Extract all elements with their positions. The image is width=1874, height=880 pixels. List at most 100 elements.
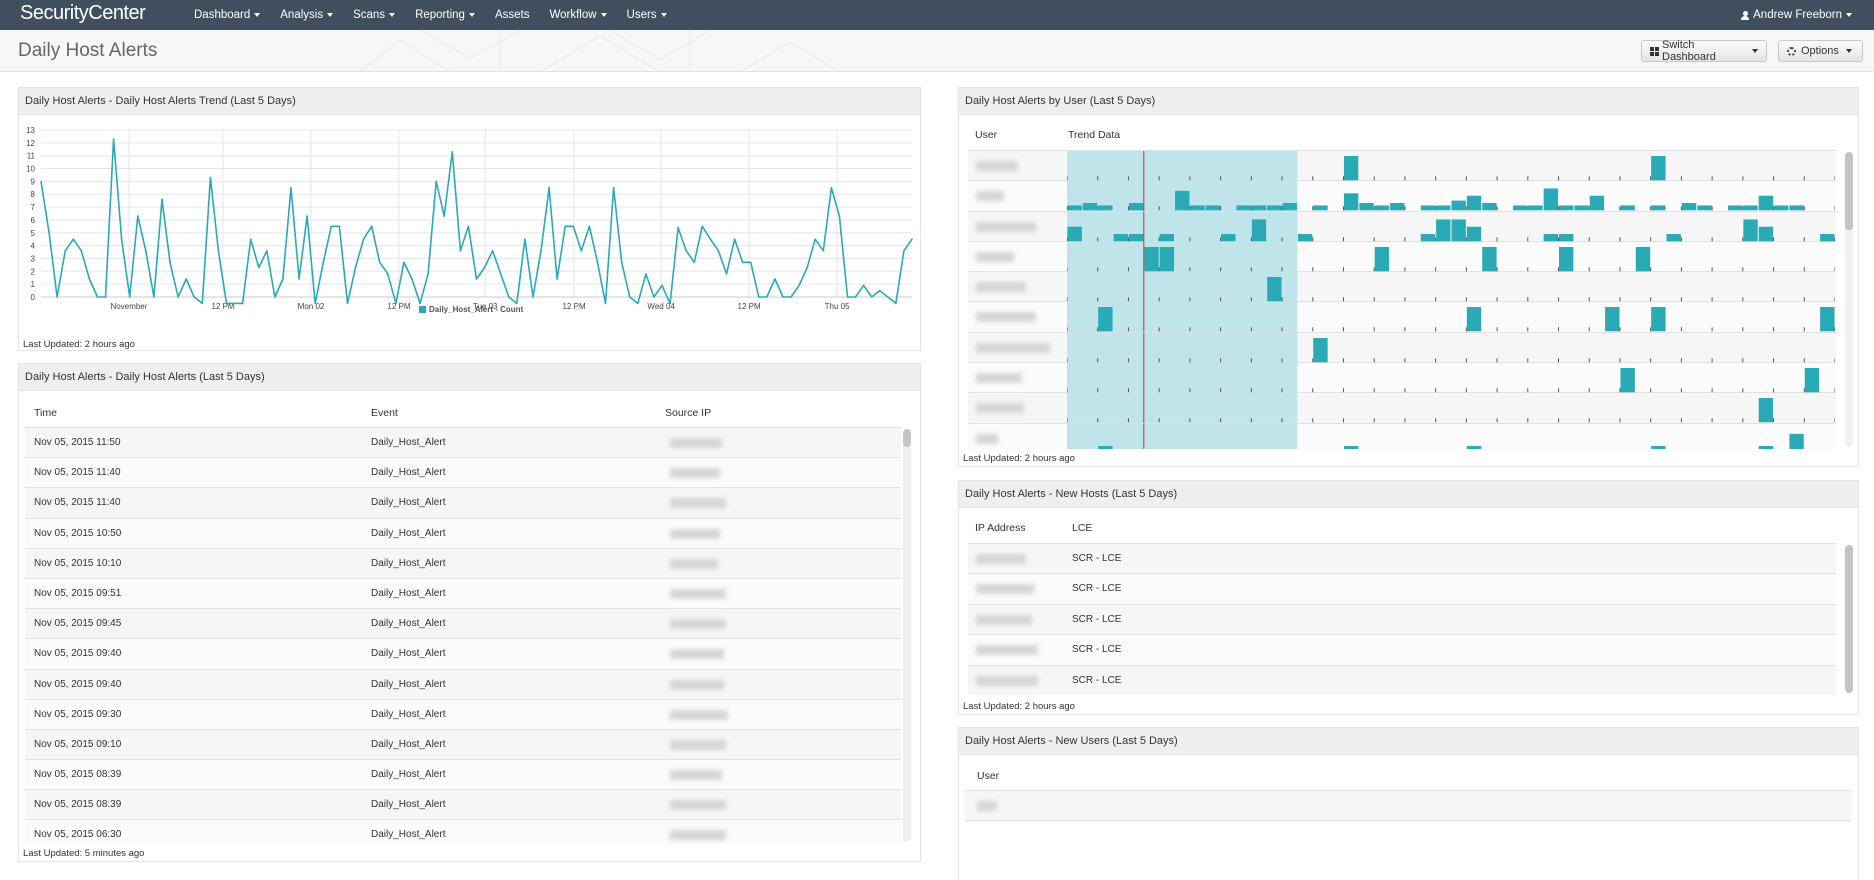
data-point[interactable] — [524, 238, 526, 240]
data-point[interactable] — [427, 273, 429, 275]
app-logo[interactable]: SecurityCenter — [20, 2, 146, 24]
data-point[interactable] — [733, 238, 736, 240]
scrollbar-thumb[interactable] — [1845, 545, 1853, 693]
data-point[interactable] — [56, 296, 58, 298]
data-point[interactable] — [637, 302, 639, 305]
data-point[interactable] — [370, 225, 373, 228]
scrollbar[interactable] — [1845, 152, 1853, 447]
data-point[interactable] — [298, 278, 300, 280]
legend-label[interactable]: Daily_Host_Alert - Count — [429, 305, 524, 314]
data-point[interactable] — [443, 215, 446, 217]
table-row[interactable]: Nov 05, 2015 09:10 Daily_Host_Alert — [25, 729, 901, 761]
scrollbar-thumb[interactable] — [1845, 152, 1853, 230]
data-point[interactable] — [217, 250, 220, 252]
data-point[interactable] — [830, 187, 833, 189]
table-row[interactable] — [968, 181, 1836, 212]
data-point[interactable] — [758, 296, 760, 298]
column-header-source-ip[interactable]: Source IP — [665, 407, 712, 419]
data-point[interactable] — [338, 225, 341, 228]
table-row[interactable]: Nov 05, 2015 09:30 Daily_Host_Alert — [25, 699, 901, 730]
table-row[interactable]: Nov 05, 2015 08:39 Daily_Host_Alert — [25, 760, 901, 791]
user-menu[interactable]: Andrew Freeborn — [1741, 0, 1852, 30]
data-point[interactable] — [774, 278, 776, 280]
data-point[interactable] — [411, 278, 413, 280]
data-point[interactable] — [612, 187, 615, 189]
scrollbar[interactable] — [1845, 545, 1853, 693]
data-point[interactable] — [685, 250, 687, 252]
scrollbar[interactable] — [903, 429, 911, 842]
data-point[interactable] — [64, 250, 66, 252]
data-point[interactable] — [895, 302, 897, 305]
data-point[interactable] — [903, 250, 905, 252]
nav-workflow[interactable]: Workflow — [549, 0, 607, 30]
data-point[interactable] — [459, 250, 462, 252]
table-row[interactable]: SCR - LCE — [968, 635, 1836, 666]
data-point[interactable] — [395, 302, 397, 305]
data-point[interactable] — [467, 225, 470, 228]
data-point[interactable] — [225, 302, 228, 305]
data-point[interactable] — [314, 302, 317, 305]
data-point[interactable] — [878, 289, 881, 292]
nav-dashboard[interactable]: Dashboard — [194, 0, 261, 30]
table-row[interactable]: Nov 05, 2015 09:40 Daily_Host_Alert — [25, 639, 901, 670]
sparkline[interactable] — [1067, 332, 1835, 364]
table-row[interactable]: Nov 05, 2015 10:50 Daily_Host_Alert — [25, 518, 901, 549]
table-row[interactable] — [968, 363, 1836, 394]
sparkline[interactable] — [1067, 181, 1835, 212]
table-row[interactable] — [968, 332, 1836, 364]
scrollbar-thumb[interactable] — [903, 429, 911, 447]
data-point[interactable] — [387, 273, 389, 275]
nav-assets[interactable]: Assets — [495, 0, 530, 30]
data-point[interactable] — [596, 261, 599, 264]
data-point[interactable] — [709, 238, 712, 240]
data-point[interactable] — [701, 225, 704, 228]
column-header-lce[interactable]: LCE — [1072, 522, 1093, 534]
data-point[interactable] — [153, 296, 155, 298]
data-point[interactable] — [838, 215, 841, 217]
data-point[interactable] — [145, 250, 147, 252]
data-point[interactable] — [290, 187, 292, 189]
data-point[interactable] — [177, 296, 179, 298]
data-point[interactable] — [766, 296, 768, 298]
column-header-user[interactable]: User — [977, 770, 1000, 782]
data-point[interactable] — [419, 302, 421, 305]
sparkline[interactable] — [1067, 211, 1835, 242]
table-row[interactable]: Nov 05, 2015 08:39 Daily_Host_Alert — [25, 790, 901, 821]
data-point[interactable] — [88, 278, 91, 280]
sparkline[interactable] — [1067, 363, 1835, 394]
table-row[interactable]: Nov 05, 2015 09:45 Daily_Host_Alert — [25, 609, 901, 640]
data-point[interactable] — [378, 261, 381, 264]
data-point[interactable] — [346, 302, 349, 305]
data-point[interactable] — [540, 250, 542, 252]
data-point[interactable] — [322, 261, 325, 264]
data-point[interactable] — [798, 284, 800, 287]
data-point[interactable] — [669, 302, 671, 305]
data-point[interactable] — [741, 261, 744, 264]
data-point[interactable] — [604, 302, 607, 305]
data-point[interactable] — [661, 284, 663, 287]
table-row[interactable]: Nov 05, 2015 11:40 Daily_Host_Alert — [25, 488, 901, 519]
data-point[interactable] — [266, 250, 268, 252]
switch-dashboard-button[interactable]: Switch Dashboard — [1641, 39, 1767, 63]
table-row[interactable] — [968, 241, 1836, 273]
table-row[interactable] — [965, 791, 1851, 821]
data-point[interactable] — [548, 187, 550, 189]
table-row[interactable]: SCR - LCE — [968, 574, 1836, 605]
data-point[interactable] — [572, 225, 575, 228]
data-point[interactable] — [112, 138, 115, 140]
data-point[interactable] — [96, 296, 99, 298]
nav-scans[interactable]: Scans — [353, 0, 396, 30]
table-row[interactable] — [968, 393, 1836, 424]
data-point[interactable] — [354, 266, 357, 269]
sparkline[interactable] — [1067, 302, 1835, 333]
data-point[interactable] — [120, 238, 123, 240]
data-point[interactable] — [846, 296, 849, 298]
data-point[interactable] — [40, 180, 42, 183]
data-point[interactable] — [491, 250, 494, 252]
data-point[interactable] — [185, 278, 187, 280]
data-point[interactable] — [806, 266, 808, 269]
data-point[interactable] — [580, 250, 583, 252]
data-point[interactable] — [556, 278, 558, 280]
sparkline[interactable] — [1067, 423, 1835, 449]
